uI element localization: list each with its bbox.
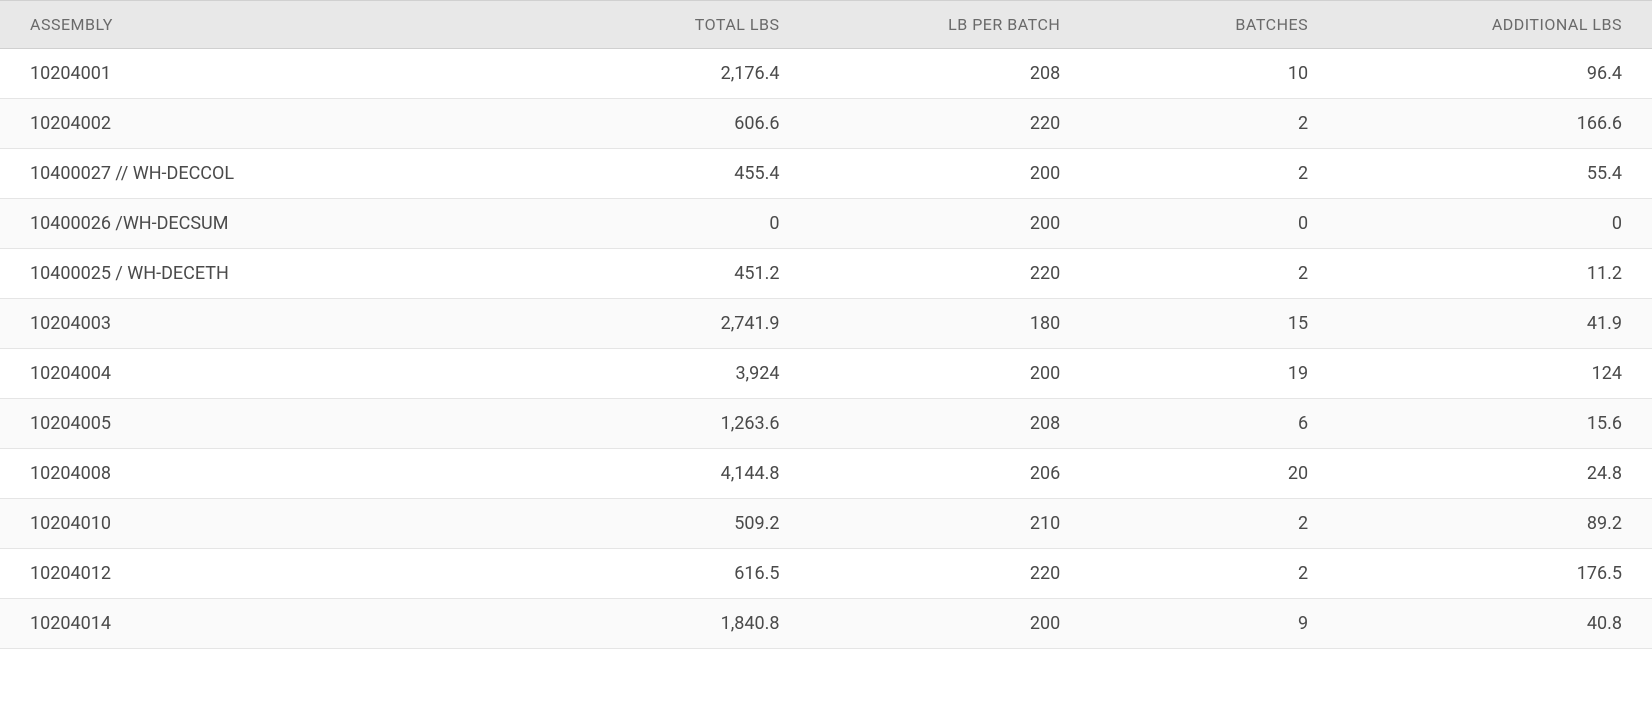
- cell-lb-per-batch: 200: [809, 599, 1090, 649]
- cell-lb-per-batch: 210: [809, 499, 1090, 549]
- cell-total-lbs: 1,263.6: [529, 399, 810, 449]
- table-row[interactable]: 102040141,840.8200940.8: [0, 599, 1652, 649]
- table-row[interactable]: 10400026 /WH-DECSUM020000: [0, 199, 1652, 249]
- column-header-assembly[interactable]: ASSEMBLY: [0, 1, 529, 49]
- table-row[interactable]: 10400025 / WH-DECETH451.2220211.2: [0, 249, 1652, 299]
- table-row[interactable]: 10400027 // WH-DECCOL455.4200255.4: [0, 149, 1652, 199]
- table-row[interactable]: 102040032,741.91801541.9: [0, 299, 1652, 349]
- table-row[interactable]: 10204002606.62202166.6: [0, 99, 1652, 149]
- cell-total-lbs: 606.6: [529, 99, 810, 149]
- table-row[interactable]: 102040051,263.6208615.6: [0, 399, 1652, 449]
- cell-total-lbs: 616.5: [529, 549, 810, 599]
- table-row[interactable]: 10204010509.2210289.2: [0, 499, 1652, 549]
- column-header-batches[interactable]: BATCHES: [1090, 1, 1338, 49]
- cell-additional-lbs: 11.2: [1338, 249, 1652, 299]
- cell-lb-per-batch: 220: [809, 249, 1090, 299]
- cell-assembly: 10204002: [0, 99, 529, 149]
- cell-assembly: 10204008: [0, 449, 529, 499]
- cell-additional-lbs: 0: [1338, 199, 1652, 249]
- cell-lb-per-batch: 200: [809, 349, 1090, 399]
- cell-assembly: 10204003: [0, 299, 529, 349]
- cell-assembly: 10204005: [0, 399, 529, 449]
- cell-additional-lbs: 96.4: [1338, 49, 1652, 99]
- cell-batches: 2: [1090, 249, 1338, 299]
- cell-total-lbs: 451.2: [529, 249, 810, 299]
- cell-total-lbs: 2,741.9: [529, 299, 810, 349]
- cell-total-lbs: 455.4: [529, 149, 810, 199]
- cell-total-lbs: 0: [529, 199, 810, 249]
- cell-batches: 20: [1090, 449, 1338, 499]
- cell-batches: 19: [1090, 349, 1338, 399]
- cell-lb-per-batch: 206: [809, 449, 1090, 499]
- cell-batches: 15: [1090, 299, 1338, 349]
- cell-total-lbs: 1,840.8: [529, 599, 810, 649]
- cell-batches: 2: [1090, 99, 1338, 149]
- cell-total-lbs: 509.2: [529, 499, 810, 549]
- table-body: 102040012,176.42081096.410204002606.6220…: [0, 49, 1652, 649]
- cell-additional-lbs: 124: [1338, 349, 1652, 399]
- cell-assembly: 10204010: [0, 499, 529, 549]
- cell-lb-per-batch: 208: [809, 399, 1090, 449]
- cell-assembly: 10204001: [0, 49, 529, 99]
- cell-batches: 10: [1090, 49, 1338, 99]
- cell-assembly: 10204004: [0, 349, 529, 399]
- cell-additional-lbs: 89.2: [1338, 499, 1652, 549]
- cell-batches: 2: [1090, 149, 1338, 199]
- table-row[interactable]: 10204012616.52202176.5: [0, 549, 1652, 599]
- cell-assembly: 10400026 /WH-DECSUM: [0, 199, 529, 249]
- cell-lb-per-batch: 220: [809, 549, 1090, 599]
- column-header-lb-per-batch[interactable]: LB PER BATCH: [809, 1, 1090, 49]
- table-row[interactable]: 102040012,176.42081096.4: [0, 49, 1652, 99]
- cell-batches: 6: [1090, 399, 1338, 449]
- column-header-additional-lbs[interactable]: ADDITIONAL LBS: [1338, 1, 1652, 49]
- cell-assembly: 10400025 / WH-DECETH: [0, 249, 529, 299]
- cell-additional-lbs: 40.8: [1338, 599, 1652, 649]
- table-header-row: ASSEMBLY TOTAL LBS LB PER BATCH BATCHES …: [0, 1, 1652, 49]
- cell-batches: 2: [1090, 549, 1338, 599]
- cell-total-lbs: 2,176.4: [529, 49, 810, 99]
- cell-batches: 9: [1090, 599, 1338, 649]
- cell-batches: 0: [1090, 199, 1338, 249]
- column-header-total-lbs[interactable]: TOTAL LBS: [529, 1, 810, 49]
- cell-additional-lbs: 55.4: [1338, 149, 1652, 199]
- cell-additional-lbs: 41.9: [1338, 299, 1652, 349]
- cell-lb-per-batch: 200: [809, 149, 1090, 199]
- cell-total-lbs: 3,924: [529, 349, 810, 399]
- cell-assembly: 10204014: [0, 599, 529, 649]
- cell-assembly: 10400027 // WH-DECCOL: [0, 149, 529, 199]
- cell-assembly: 10204012: [0, 549, 529, 599]
- cell-batches: 2: [1090, 499, 1338, 549]
- assembly-table: ASSEMBLY TOTAL LBS LB PER BATCH BATCHES …: [0, 0, 1652, 649]
- cell-lb-per-batch: 220: [809, 99, 1090, 149]
- table-row[interactable]: 102040043,92420019124: [0, 349, 1652, 399]
- cell-additional-lbs: 166.6: [1338, 99, 1652, 149]
- table-row[interactable]: 102040084,144.82062024.8: [0, 449, 1652, 499]
- cell-lb-per-batch: 200: [809, 199, 1090, 249]
- cell-total-lbs: 4,144.8: [529, 449, 810, 499]
- cell-additional-lbs: 24.8: [1338, 449, 1652, 499]
- cell-lb-per-batch: 208: [809, 49, 1090, 99]
- cell-additional-lbs: 176.5: [1338, 549, 1652, 599]
- cell-lb-per-batch: 180: [809, 299, 1090, 349]
- cell-additional-lbs: 15.6: [1338, 399, 1652, 449]
